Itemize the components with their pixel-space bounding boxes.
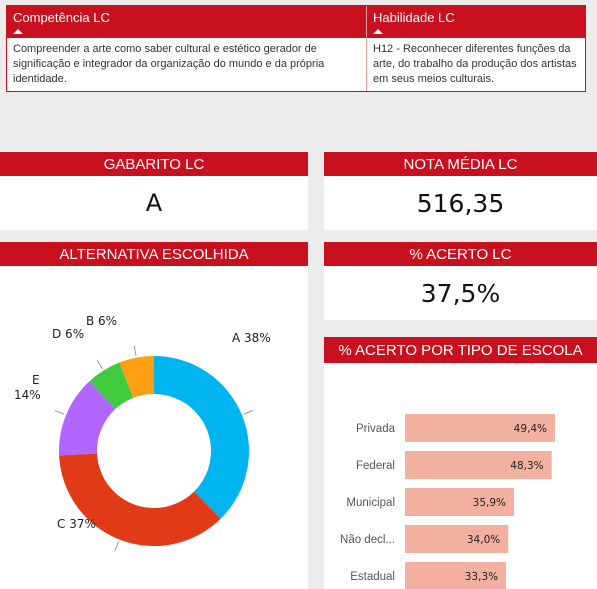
competencia-table: Competência LC Habilidade LC Compreender… [6, 5, 586, 92]
bar-value-label: 48,3% [510, 460, 543, 472]
bar-value-label: 35,9% [473, 497, 506, 509]
gabarito-card: GABARITO LC A [0, 152, 308, 230]
bar-value-label: 33,3% [465, 571, 498, 583]
donut-slice-e[interactable] [59, 381, 116, 456]
donut-leader-a [243, 409, 254, 415]
escola-title: % ACERTO POR TIPO DE ESCOLA [324, 337, 597, 363]
col-header-competencia[interactable]: Competência LC [7, 6, 366, 38]
donut-leader-c [114, 541, 120, 551]
donut-slice-b[interactable] [119, 356, 154, 398]
nota-media-title: NOTA MÉDIA LC [324, 152, 597, 176]
bar-value-label: 49,4% [514, 423, 547, 435]
sort-up-icon[interactable] [373, 29, 383, 34]
col-header-competencia-label: Competência LC [13, 10, 110, 25]
bar-category-label: Municipal [346, 497, 395, 509]
bar-value-label: 34,0% [467, 534, 500, 546]
escola-card: % ACERTO POR TIPO DE ESCOLA Privada 49,4%… [324, 337, 597, 589]
donut-label-d: D 6% [52, 327, 84, 341]
col-header-habilidade[interactable]: Habilidade LC [367, 6, 585, 38]
donut-slice-a[interactable] [154, 356, 250, 519]
column-divider [366, 6, 367, 91]
competencia-cell: Compreender a arte como saber cultural e… [13, 43, 325, 85]
donut-label-b: B 6% [86, 314, 117, 328]
gabarito-title: GABARITO LC [0, 152, 308, 176]
bar-category-label: Estadual [350, 571, 395, 583]
bar-0[interactable] [405, 414, 555, 442]
bar-3[interactable] [405, 525, 509, 553]
col-header-habilidade-label: Habilidade LC [373, 10, 455, 25]
habilidade-cell: H12 - Reconhecer diferentes funções da a… [373, 43, 577, 85]
donut-chart: A 38% C 37% E 14% D 6%B 6% [14, 314, 271, 551]
alternativa-title: ALTERNATIVA ESCOLHIDA [0, 242, 308, 266]
donut-slice-d[interactable] [89, 362, 134, 410]
donut-slice-c[interactable] [59, 453, 221, 546]
acerto-value: 37,5% [420, 278, 501, 308]
donut-leader-b [133, 345, 137, 356]
bar-4[interactable] [405, 562, 507, 589]
bar-category-label: Federal [356, 460, 395, 472]
sort-up-icon[interactable] [13, 29, 23, 34]
donut-leader-e [54, 409, 65, 415]
donut-label-c: C 37% [57, 517, 96, 531]
donut-label-e: E 14% [14, 373, 41, 402]
donut-leader-d [96, 360, 103, 370]
alternativa-card: ALTERNATIVA ESCOLHIDA A 38% C 37% E 14% D 6%… [0, 242, 308, 589]
bar-1[interactable] [405, 451, 552, 479]
bar-2[interactable] [405, 488, 515, 516]
bar-category-label: Privada [356, 423, 396, 435]
gabarito-value: A [145, 189, 163, 217]
nota-media-card: NOTA MÉDIA LC 516,35 [324, 152, 597, 230]
acerto-title: % ACERTO LC [324, 242, 597, 266]
acerto-card: % ACERTO LC 37,5% [324, 242, 597, 320]
bar-chart: Privada 49,4% Federal 48,3% Municipal 35,9% Nã… [340, 414, 555, 589]
bar-category-label: Não decl... [340, 534, 395, 546]
nota-media-value: 516,35 [416, 188, 505, 218]
donut-label-a: A 38% [232, 331, 271, 345]
